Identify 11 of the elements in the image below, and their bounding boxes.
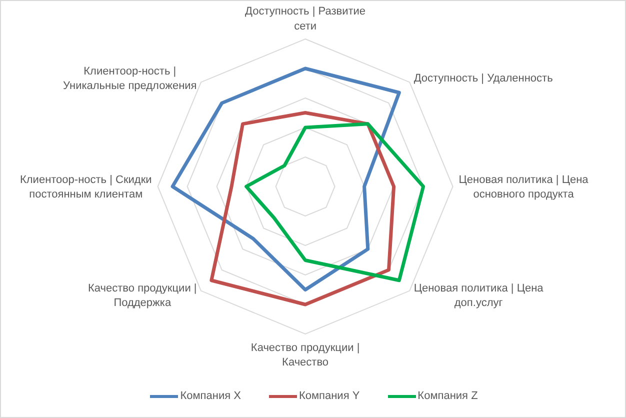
spoke-label: Доступность | Удаленность [414, 72, 554, 85]
spoke-label: Клиентоор-ность | Уникальные предложения [63, 65, 197, 92]
spoke-label: Качество продукции | Качество [250, 342, 360, 369]
spoke-label: Клиентоор-ность | Скидки постоянным клиентам [20, 174, 152, 201]
spoke-label: Ценовая политика | Цена основного продукта [458, 174, 590, 201]
spoke-label: Качество продукции | Поддержка [88, 282, 197, 310]
spoke-label: Ценовая политика | Цена доп.услуг [414, 282, 544, 310]
spoke-label: Доступность | Развитие сети [245, 6, 366, 32]
legend-label: Компания Y [298, 390, 360, 402]
legend-label: Компания Z [418, 390, 478, 402]
legend-label: Компания X [180, 390, 241, 402]
